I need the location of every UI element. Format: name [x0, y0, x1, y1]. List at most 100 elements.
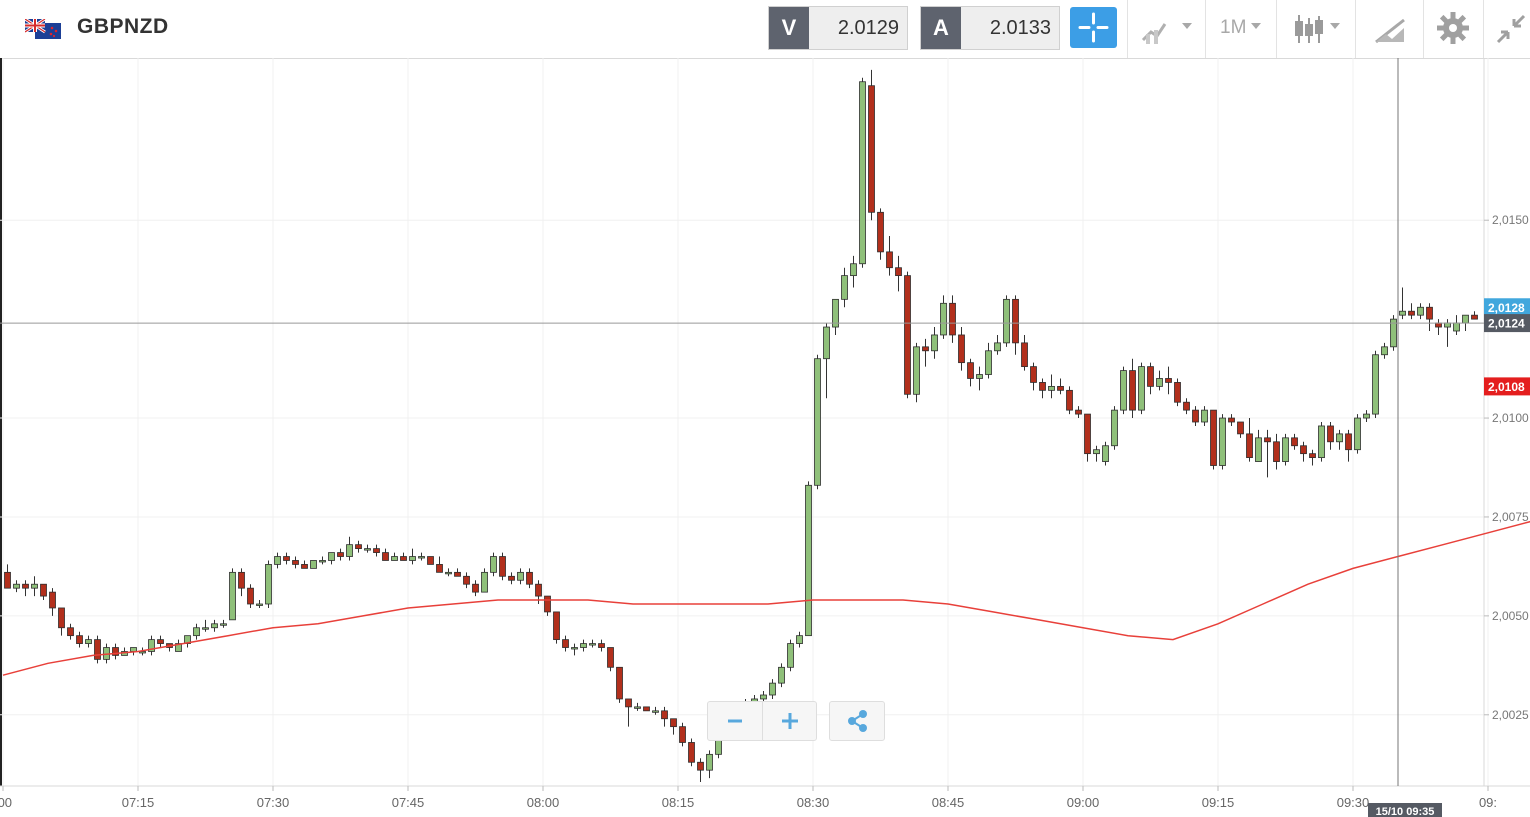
x-tick-label: 08:00 [527, 795, 560, 810]
bearish-candle [247, 587, 254, 605]
y-tick-label: 2,0050 [1492, 609, 1529, 623]
bullish-candle [1444, 322, 1451, 328]
bullish-candle [1093, 449, 1100, 455]
bullish-candle [13, 583, 20, 589]
bearish-candle [958, 334, 965, 364]
bullish-candle [1354, 417, 1361, 451]
sell-price: 2.0129 [837, 17, 899, 39]
bearish-candle [67, 627, 74, 637]
zoom-out-button[interactable] [708, 702, 762, 740]
bullish-candle [445, 571, 452, 575]
bearish-candle [688, 742, 695, 763]
minus-icon [728, 719, 742, 723]
bearish-candle [157, 639, 164, 644]
price-badge-label: 2,0124 [1488, 317, 1525, 331]
bearish-candle [22, 583, 29, 589]
bullish-candle [832, 298, 839, 328]
bullish-candle [409, 556, 416, 561]
bullish-candle [589, 643, 596, 646]
moving-average-line [2, 520, 1530, 676]
x-tick-label: 09:00 [1067, 795, 1100, 810]
bearish-candle [1075, 409, 1082, 415]
x-tick-label: 08:45 [932, 795, 965, 810]
bearish-candle [1435, 322, 1442, 328]
price-badge-label: 2,0128 [1488, 301, 1525, 315]
crosshair-icon [1078, 12, 1109, 43]
bearish-candle [355, 544, 362, 550]
timeframe-button[interactable]: 1M [1212, 6, 1270, 50]
bearish-candle [1228, 417, 1235, 423]
y-tick-label: 2,0075 [1492, 510, 1529, 524]
toolbar-divider [1483, 0, 1484, 58]
drawing-tools-button[interactable] [1366, 6, 1416, 50]
bullish-candle [1111, 409, 1118, 447]
settings-button[interactable] [1432, 6, 1476, 50]
bullish-candle [994, 342, 1001, 352]
bullish-candle [1282, 437, 1289, 462]
bullish-candle [1255, 437, 1262, 462]
bullish-candle [1399, 310, 1406, 316]
bullish-candle [796, 635, 803, 644]
bullish-candle [391, 556, 398, 561]
bullish-candle [805, 484, 812, 637]
chart-type-button[interactable] [1138, 6, 1198, 50]
bullish-candle [787, 643, 794, 668]
bearish-candle [1174, 382, 1181, 403]
toolbar-divider [1276, 0, 1277, 58]
gear-icon [1437, 12, 1469, 44]
bullish-candle [976, 374, 983, 379]
share-button[interactable] [829, 701, 885, 741]
bearish-candle [949, 302, 956, 336]
bullish-candle [1156, 378, 1163, 387]
bearish-candle [697, 761, 704, 771]
bullish-candle [148, 639, 155, 652]
bullish-candle [211, 623, 218, 629]
y-tick-label: 2,0025 [1492, 708, 1529, 722]
price-chart[interactable]: 2,0150 2,0100 2,0075 2,0050 2,0025:00 07:15 07… [0, 58, 1530, 817]
bearish-candle [1426, 306, 1433, 320]
bullish-candle [1048, 385, 1055, 391]
bullish-candle [1120, 370, 1127, 411]
bullish-candle [769, 682, 776, 696]
bullish-candle [850, 263, 857, 277]
timeframe-label: 1M [1220, 17, 1247, 38]
y-tick-label: 2,0150 [1492, 213, 1529, 227]
bearish-candle [607, 647, 614, 668]
collapse-button[interactable] [1492, 6, 1528, 50]
bearish-candle [400, 556, 407, 561]
x-tick-label: 07:15 [122, 795, 155, 810]
bullish-candle [265, 564, 272, 605]
bullish-candle [931, 334, 938, 352]
crosshair-time-label: 15/10 09:35 [1376, 806, 1435, 817]
bullish-candle [31, 583, 38, 589]
bearish-candle [499, 556, 506, 577]
bearish-candle [877, 211, 884, 253]
bearish-candle [337, 552, 344, 557]
bearish-candle [643, 706, 650, 712]
bearish-candle [1129, 370, 1136, 411]
bearish-candle [238, 571, 245, 589]
bearish-candle [1192, 409, 1199, 423]
line-chart-icon [1141, 23, 1192, 44]
bearish-candle [1345, 433, 1352, 451]
price-badge [1484, 377, 1530, 396]
bullish-candle [1201, 409, 1208, 423]
bearish-candle [562, 639, 569, 648]
bullish-candle [274, 556, 281, 565]
bullish-candle [85, 639, 92, 644]
plus-icon [782, 713, 798, 729]
sell-price-button[interactable]: V 2.0129 [768, 6, 908, 50]
gbp-nzd-flag-icon [25, 19, 61, 39]
bullish-candle [175, 643, 182, 652]
bullish-candle [1219, 417, 1226, 466]
crosshair-button[interactable] [1070, 7, 1117, 48]
toolbar-divider [1355, 0, 1356, 58]
zoom-in-button[interactable] [763, 702, 817, 740]
x-tick-label: 09:30 [1337, 795, 1370, 810]
candle-style-button[interactable] [1285, 6, 1347, 50]
bearish-candle [904, 275, 911, 395]
bullish-candle [1363, 413, 1370, 419]
bullish-candle [1417, 306, 1424, 316]
bullish-candle [1372, 354, 1379, 415]
buy-price-button[interactable]: A 2.0133 [920, 6, 1060, 50]
